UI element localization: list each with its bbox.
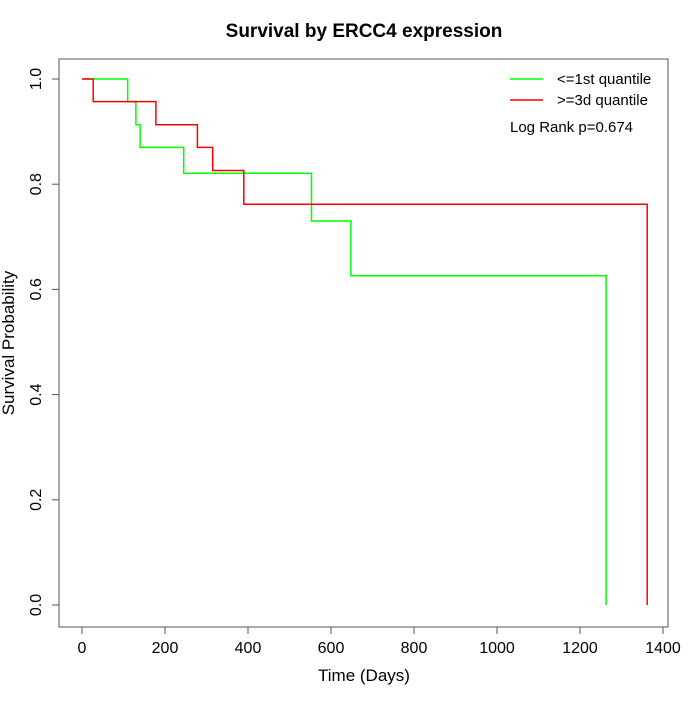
series-layer (82, 78, 648, 605)
legend-label: <=1st quantile (557, 71, 651, 88)
y-tick-label: 0.6 (28, 278, 45, 300)
x-tick-label: 1400 (645, 640, 681, 657)
x-tick-label: 800 (401, 640, 428, 657)
y-axis: 0.0 0.2 0.4 0.6 0.8 1.0 (28, 68, 60, 616)
y-axis-label: Survival Probability (0, 270, 18, 415)
y-tick-label: 0.2 (28, 489, 45, 511)
chart-title: Survival by ERCC4 expression (226, 21, 503, 42)
x-tick-label: 600 (318, 640, 345, 657)
legend-label: >=3d quantile (557, 92, 648, 109)
x-axis: 0 200 400 600 800 1000 1200 1400 (78, 626, 681, 657)
y-tick-label: 0.4 (28, 383, 45, 405)
x-tick-label: 200 (152, 640, 179, 657)
legend: <=1st quantile >=3d quantile (510, 71, 651, 109)
x-tick-label: 1000 (479, 640, 515, 657)
y-tick-label: 0.0 (28, 594, 45, 616)
y-tick-label: 1.0 (28, 68, 45, 90)
x-tick-label: 400 (235, 640, 262, 657)
log-rank-annotation: Log Rank p=0.674 (510, 119, 633, 136)
x-tick-label: 1200 (562, 640, 598, 657)
x-axis-label: Time (Days) (318, 666, 410, 685)
y-tick-label: 0.8 (28, 173, 45, 195)
x-tick-label: 0 (78, 640, 87, 657)
series-line-2 (82, 78, 648, 605)
